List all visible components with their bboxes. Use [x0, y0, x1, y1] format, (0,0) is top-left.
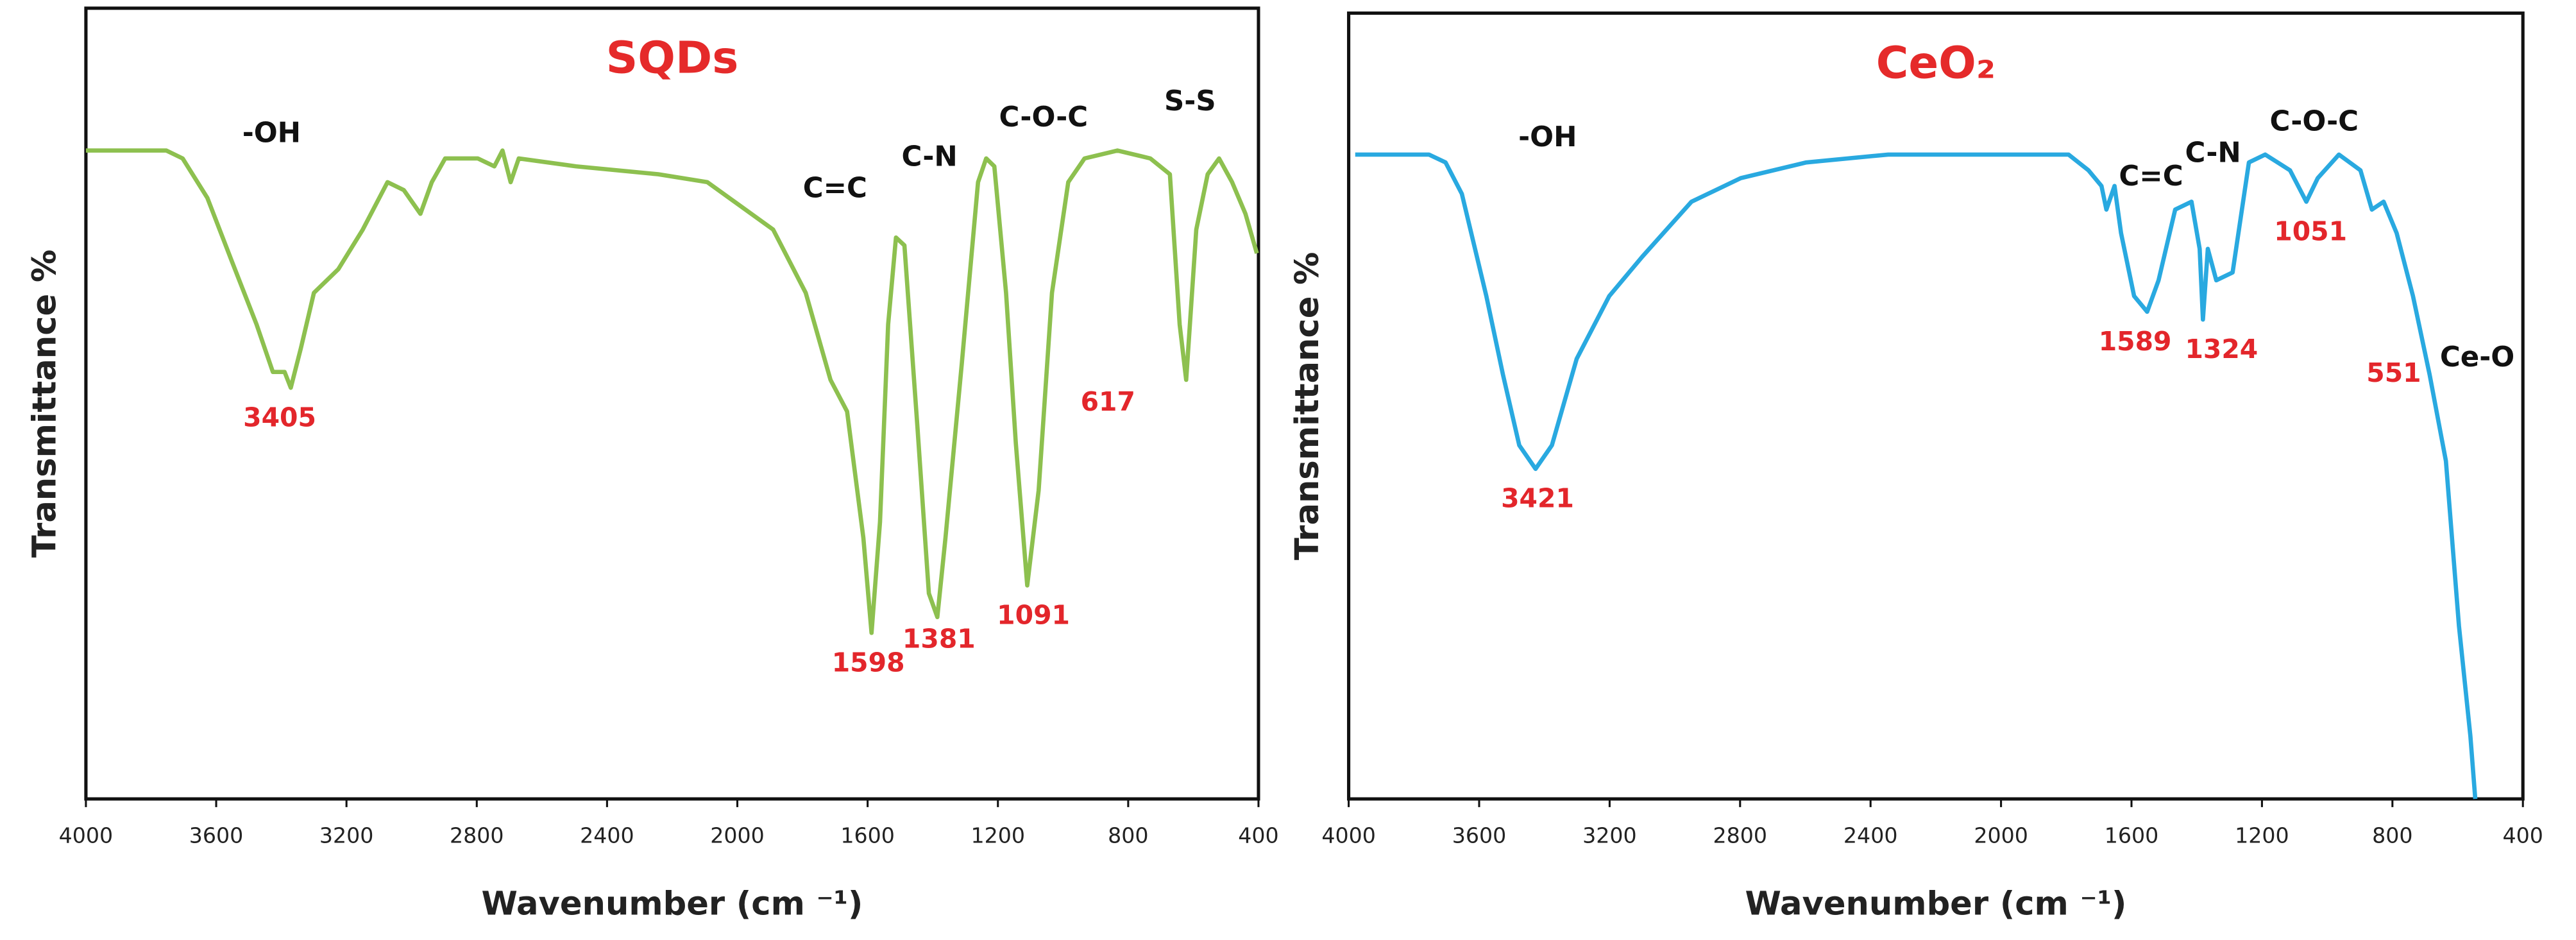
x-tick-label: 800: [2372, 823, 2412, 848]
x-tick-label: 1200: [970, 823, 1025, 848]
peak-label: 617: [1081, 386, 1135, 417]
chart-title: SQDs: [606, 33, 739, 84]
plot-frame: [84, 6, 1260, 801]
peak-label: 3421: [1501, 483, 1574, 514]
x-tick-label: 4000: [59, 823, 114, 848]
peak-label: 1051: [2274, 216, 2347, 246]
x-tick-label: 3600: [1452, 823, 1507, 848]
x-tick-label: 3200: [319, 823, 374, 848]
peak-label: 551: [2366, 357, 2421, 388]
x-tick-label: 2000: [710, 823, 765, 848]
x-tick-label: 400: [1238, 823, 1278, 848]
x-tick-label: 1200: [2235, 823, 2289, 848]
x-tick-label: 1600: [840, 823, 895, 848]
x-tick-label: 800: [1108, 823, 1148, 848]
plot-frame: [1347, 11, 2525, 801]
x-tick-label: 2000: [1974, 823, 2028, 848]
band-label: S-S: [1164, 85, 1216, 117]
peak-label: 1091: [997, 600, 1070, 631]
band-label: C-O-C: [999, 101, 1089, 133]
x-tick-label: 2800: [450, 823, 504, 848]
chart-title: CeO₂: [1876, 37, 1996, 89]
peak-label: 1598: [832, 647, 905, 678]
band-label: C=C: [2119, 160, 2183, 192]
x-tick-label: 2400: [1843, 823, 1898, 848]
band-label: C=C: [803, 173, 867, 205]
x-axis-label: Wavenumber (cm ⁻¹): [1745, 885, 2126, 923]
band-label: -OH: [1518, 121, 1577, 153]
peak-label: 1324: [2185, 334, 2258, 364]
chart-panel: 4000 3600 3200 2800 2400 2000 1600 1200 800 400 SQ…: [26, 6, 1279, 923]
band-label: C-N: [2185, 137, 2241, 169]
band-label: -OH: [242, 117, 301, 149]
band-label: C-N: [901, 141, 957, 173]
y-axis-label: Transmittance %: [26, 250, 64, 558]
spectrum-line: [1355, 152, 2478, 799]
x-tick-label: 4000: [1321, 823, 1376, 848]
x-tick-label: 400: [2503, 823, 2543, 848]
band-label: C-O-C: [2269, 105, 2359, 137]
x-tick-label: 2800: [1713, 823, 1768, 848]
band-label: Ce-O: [2440, 341, 2514, 373]
peak-label: 1381: [902, 624, 976, 654]
x-tick-label: 3600: [189, 823, 244, 848]
x-tick-label: 2400: [580, 823, 634, 848]
x-tick-label: 1600: [2105, 823, 2159, 848]
x-tick-label: 3200: [1582, 823, 1637, 848]
peak-label: 3405: [243, 402, 316, 433]
spectrum-line: [85, 148, 1259, 635]
chart-panel: 4000 3600 3200 2800 2400 2000 1600 1200 800 400 Ce…: [1289, 11, 2543, 923]
peak-label: 1589: [2099, 326, 2172, 357]
y-axis-label: Transmittance %: [1289, 252, 1326, 560]
x-axis-label: Wavenumber (cm ⁻¹): [481, 885, 863, 923]
